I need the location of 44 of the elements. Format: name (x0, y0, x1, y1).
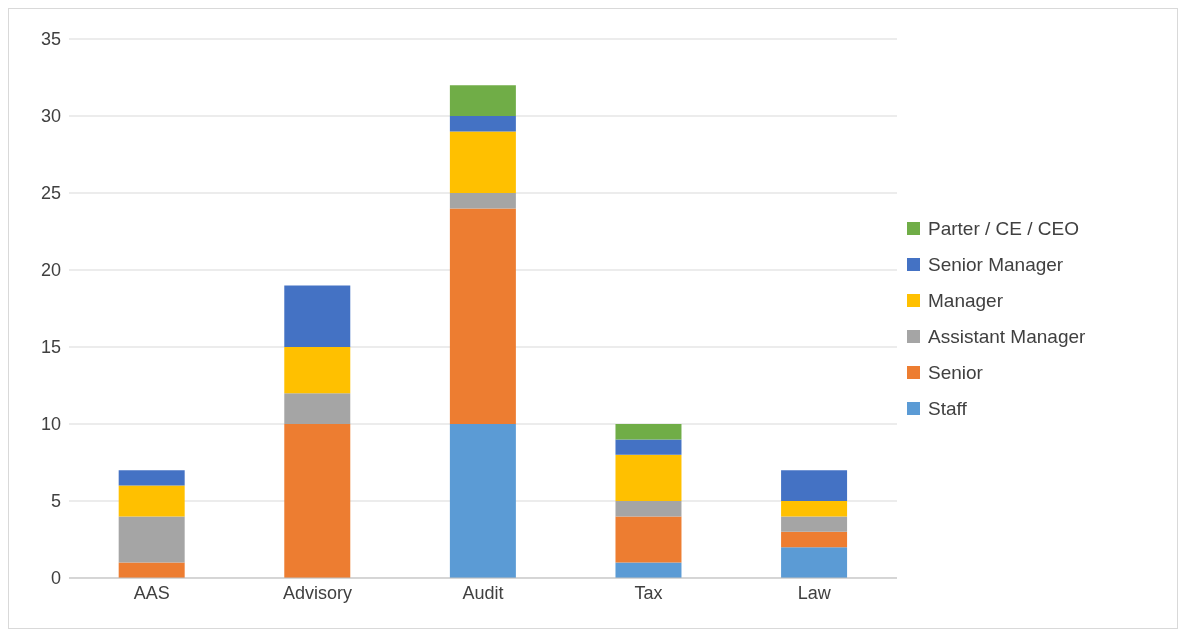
bar (284, 424, 351, 578)
legend-label: Parter / CE / CEO (928, 217, 1079, 240)
y-tick-label: 35 (40, 29, 61, 50)
y-tick-label: 25 (40, 183, 61, 204)
bar (449, 193, 516, 209)
y-tick-label: 20 (40, 260, 61, 281)
legend-label: Senior Manager (928, 253, 1064, 276)
y-tick-label: 0 (50, 568, 61, 589)
bar (615, 562, 682, 578)
bar (615, 501, 682, 517)
legend-label: Staff (928, 397, 967, 420)
bar (118, 470, 185, 486)
bar (615, 454, 682, 501)
x-tick-label: Law (797, 582, 832, 603)
x-tick-label: AAS (133, 582, 170, 603)
bar (284, 347, 351, 394)
bar (449, 208, 516, 424)
x-tick-label: Audit (462, 582, 504, 603)
bar (781, 516, 848, 532)
bar (118, 562, 185, 578)
bar (781, 531, 848, 548)
bar (449, 116, 516, 132)
bar (449, 424, 516, 578)
bar (284, 393, 351, 424)
y-tick-label: 30 (40, 106, 61, 127)
bar (615, 516, 682, 563)
legend-label: Manager (928, 289, 1003, 312)
bar (781, 470, 848, 501)
y-tick-label: 10 (40, 414, 61, 435)
bar (118, 485, 185, 517)
bar (118, 516, 185, 563)
legend-label: Assistant Manager (928, 325, 1086, 348)
bar (615, 439, 682, 455)
bar (449, 131, 516, 193)
bar (781, 501, 848, 517)
legend-label: Senior (928, 361, 983, 384)
x-tick-label: Tax (634, 582, 663, 603)
y-tick-label: 5 (50, 491, 61, 512)
bar (781, 547, 848, 578)
y-tick-label: 15 (40, 337, 61, 358)
x-tick-label: Advisory (282, 582, 352, 603)
bar (449, 85, 516, 116)
bar (615, 424, 682, 440)
bar (284, 285, 351, 347)
